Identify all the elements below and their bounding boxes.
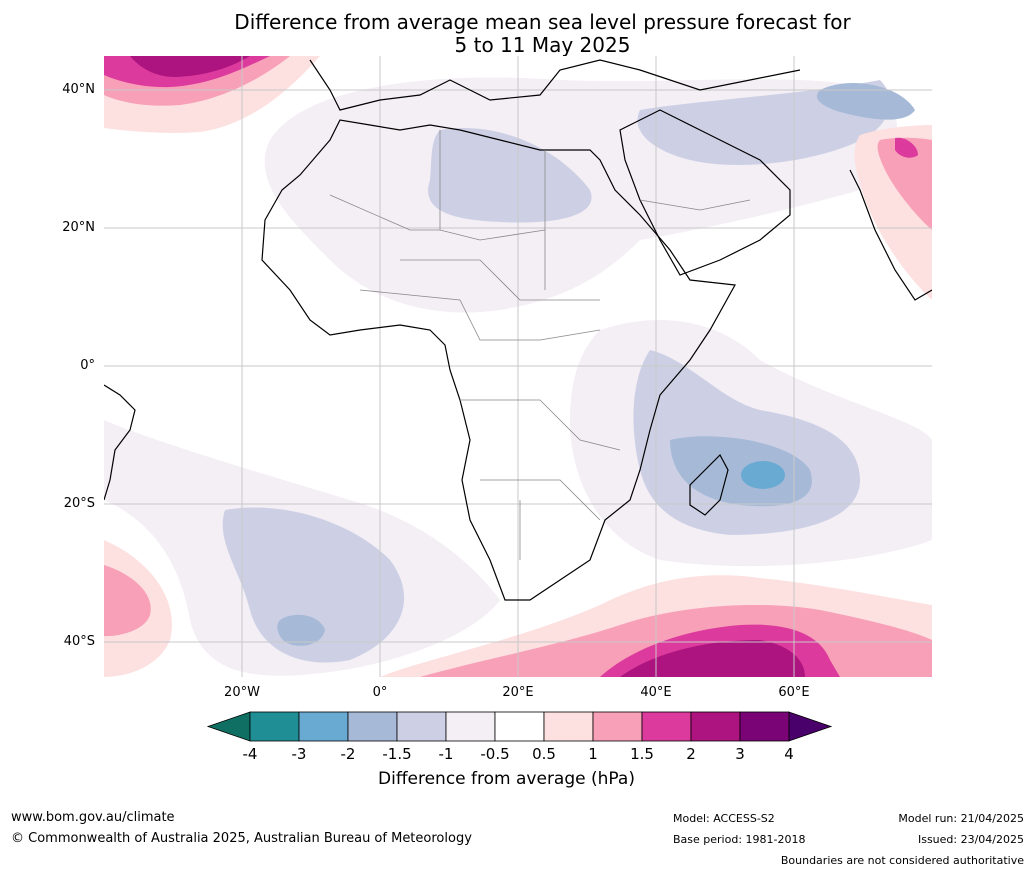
colorbar-swatch (494, 711, 545, 742)
lat-label-0: 0° (80, 358, 95, 373)
lon-label-20e: 20°E (502, 685, 534, 700)
map-title-line-2: 5 to 11 May 2025 (454, 33, 631, 57)
colorbar-tick-label: 4 (784, 745, 794, 763)
footer-issued: Issued: 23/04/2025 (917, 833, 1024, 846)
colorbar-swatch (690, 711, 741, 742)
colorbar-tick-label: -2 (340, 745, 356, 763)
colorbar-tick-label: 1 (588, 745, 598, 763)
lon-label-20w: 20°W (224, 685, 260, 700)
colorbar-tick-label: -1.5 (382, 745, 412, 763)
colorbar-swatch (249, 711, 300, 742)
colorbar-swatch (739, 711, 790, 742)
contour-neg-2-indian (670, 436, 812, 507)
colorbar-tick-label: 1.5 (630, 745, 654, 763)
lat-label-40n: 40°N (62, 82, 95, 97)
colorbar-swatch (592, 711, 643, 742)
lat-label-40s: 40°S (63, 634, 95, 649)
graticule (104, 56, 932, 677)
colorbar-tick-label: -0.5 (480, 745, 510, 763)
map-title-line-1: Difference from average mean sea level p… (234, 10, 851, 34)
colorbar-title: Difference from average (hPa) (378, 769, 635, 789)
footer-model-run: Model run: 21/04/2025 (898, 812, 1024, 825)
madagascar-coastline (689, 454, 729, 516)
south-america-coastline (104, 384, 136, 501)
colorbar-tick-label: 2 (686, 745, 696, 763)
contour-neg-2-atlantic (277, 614, 325, 646)
africa-coastline (261, 119, 736, 601)
colorbar-swatch (641, 711, 692, 742)
lat-label-20n: 20°N (62, 220, 95, 235)
footer-url: www.bom.gov.au/climate (11, 810, 175, 825)
colorbar-tick-label: -4 (242, 745, 258, 763)
footer-base-period: Base period: 1981-2018 (673, 833, 806, 846)
india-coastline (849, 169, 932, 301)
colorbar-swatch (347, 711, 398, 742)
colorbar-swatch (543, 711, 594, 742)
contour-neg-1-5-atlantic (222, 507, 405, 663)
europe-coastline (309, 59, 801, 111)
borders (329, 130, 751, 560)
lat-label-20s: 20°S (63, 496, 95, 511)
colorbar-tick-label: 3 (735, 745, 745, 763)
colorbar-extend-low (206, 711, 251, 742)
contour-pos-1-india (877, 137, 932, 230)
map-field (104, 56, 932, 677)
colorbar-tick-label: 0.5 (532, 745, 556, 763)
contour-pos-1-sw (104, 565, 151, 637)
colorbar (206, 711, 833, 742)
lon-label-0: 0° (372, 685, 388, 700)
lon-label-40e: 40°E (640, 685, 672, 700)
colorbar-tick-label: -1 (438, 745, 454, 763)
contour-pos-1-5-india (895, 137, 918, 158)
colorbar-swatch (445, 711, 496, 742)
footer-disclaimer: Boundaries are not considered authoritat… (780, 854, 1024, 867)
colorbar-swatch (396, 711, 447, 742)
contour-neg-3-indian (741, 461, 785, 489)
contour-neg-1-5-sahara (428, 128, 592, 223)
contour-pos-2-nw (130, 56, 250, 77)
contour-pos-2-south (620, 640, 805, 677)
colorbar-tick-label: -3 (291, 745, 307, 763)
coastlines (104, 59, 932, 601)
lon-label-60e: 60°E (778, 685, 810, 700)
colorbar-extend-high (788, 711, 833, 742)
contour-neg-2-caspian (816, 82, 915, 120)
footer-copyright: © Commonwealth of Australia 2025, Austra… (11, 831, 472, 846)
colorbar-swatch (298, 711, 349, 742)
footer-model: Model: ACCESS-S2 (673, 812, 775, 825)
